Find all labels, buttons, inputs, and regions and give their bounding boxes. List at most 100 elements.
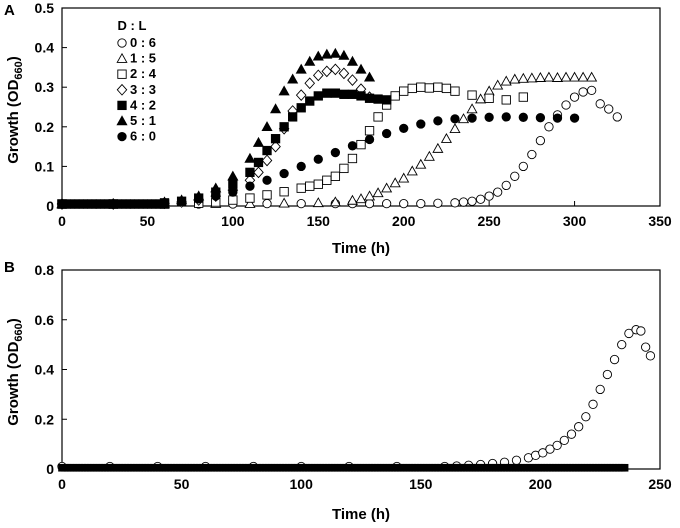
data-point <box>312 197 324 208</box>
legend-marker <box>116 52 128 63</box>
y-tick-label: 0.4 <box>35 362 55 378</box>
data-point <box>381 95 392 105</box>
data-point <box>270 103 282 114</box>
data-point <box>407 83 417 94</box>
data-point <box>432 142 444 153</box>
data-point <box>363 71 376 82</box>
data-point <box>253 166 264 179</box>
data-point <box>244 152 256 163</box>
data-point <box>484 191 494 201</box>
data-point <box>551 71 564 82</box>
data-point <box>329 47 341 58</box>
data-point <box>449 123 461 134</box>
data-point <box>450 86 460 96</box>
data-point <box>346 194 359 205</box>
legend-marker <box>117 69 127 79</box>
data-point <box>245 181 255 191</box>
legend-marker <box>117 38 127 48</box>
legend-marker <box>116 83 128 96</box>
data-point <box>501 112 511 122</box>
data-point <box>312 69 324 82</box>
data-point <box>339 163 349 174</box>
data-point <box>364 126 375 136</box>
panel-a-data-marks <box>56 47 622 210</box>
legend-marker <box>117 131 127 142</box>
data-point <box>569 113 580 123</box>
panel-a-label: A <box>4 2 15 19</box>
series-other-conditions <box>58 463 629 472</box>
legend-marker <box>117 100 127 111</box>
data-point <box>569 71 581 82</box>
data-point <box>321 48 333 59</box>
data-point <box>262 190 272 200</box>
data-point <box>602 369 613 380</box>
data-point <box>228 195 238 205</box>
data-point <box>587 85 597 96</box>
data-point <box>545 444 555 454</box>
data-point <box>534 71 546 82</box>
y-tick-label: 0.1 <box>35 158 55 174</box>
data-point <box>346 55 359 66</box>
data-point <box>466 103 478 114</box>
y-tick-label: 0.2 <box>35 411 55 427</box>
data-point <box>509 73 521 84</box>
series-4-2 <box>57 88 392 209</box>
data-point <box>577 71 589 82</box>
panel-b-y-axis-title: Growth (OD660) <box>5 318 25 426</box>
legend-title: D : L <box>118 18 147 33</box>
legend-label: 4 : 2 <box>130 97 156 112</box>
data-point <box>574 422 584 432</box>
data-point <box>253 157 264 168</box>
data-point <box>526 72 538 83</box>
panel-b-x-axis-title: Time (h) <box>332 506 390 523</box>
y-tick-label: 0.3 <box>35 79 55 95</box>
x-tick-label: 100 <box>221 213 245 229</box>
panel-a-legend: D : L 0 : 61 : 52 : 43 : 34 : 25 : 16 : … <box>116 18 157 144</box>
data-point <box>364 134 375 145</box>
data-point <box>313 91 323 101</box>
data-point <box>518 92 528 102</box>
data-point <box>364 198 375 209</box>
data-point <box>363 190 376 201</box>
data-point <box>423 150 435 161</box>
data-point <box>244 197 256 208</box>
legend-label: 1 : 5 <box>130 51 156 66</box>
data-point <box>399 123 409 134</box>
data-point <box>493 187 503 197</box>
data-point <box>416 198 426 209</box>
data-point <box>304 77 316 90</box>
data-point <box>415 158 427 169</box>
data-point <box>581 412 591 422</box>
panel-a-y-axis-title: Growth (OD660) <box>5 56 25 164</box>
data-point <box>261 121 273 132</box>
data-point <box>510 171 520 181</box>
data-point <box>355 193 367 204</box>
data-point <box>433 116 443 126</box>
x-tick-label: 200 <box>529 476 553 492</box>
data-point <box>356 91 366 101</box>
data-point <box>552 113 563 123</box>
data-point <box>252 136 265 147</box>
x-tick-label: 250 <box>477 213 501 229</box>
x-tick-label: 0 <box>58 476 66 492</box>
data-point <box>406 165 418 176</box>
panel-b-plot-frame <box>61 269 661 470</box>
data-point <box>296 103 306 113</box>
data-point <box>228 179 238 189</box>
data-point <box>501 180 511 191</box>
data-point <box>313 179 323 189</box>
data-point <box>538 448 548 458</box>
data-point <box>338 49 350 60</box>
legend-label: 5 : 1 <box>130 113 156 128</box>
data-point <box>604 104 614 114</box>
panel-b-data-marks <box>57 325 656 472</box>
x-tick-label: 200 <box>392 213 416 229</box>
data-point <box>612 112 622 122</box>
data-point <box>450 198 460 208</box>
data-point <box>467 90 477 100</box>
data-point <box>518 112 528 122</box>
y-tick-label: 0.5 <box>35 0 55 16</box>
y-tick-label: 0 <box>46 198 54 214</box>
